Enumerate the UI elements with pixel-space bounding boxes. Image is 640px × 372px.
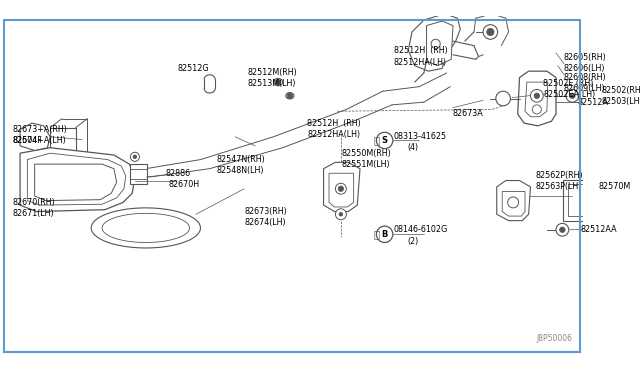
Text: 82606(LH): 82606(LH) [563, 64, 605, 73]
Circle shape [534, 93, 540, 99]
Circle shape [556, 223, 569, 236]
Text: 82550M(RH): 82550M(RH) [342, 149, 392, 158]
Circle shape [531, 89, 543, 102]
Text: S: S [381, 136, 388, 145]
Circle shape [483, 25, 498, 39]
Text: 82605(RH): 82605(RH) [563, 53, 606, 62]
Text: 82562P(RH): 82562P(RH) [536, 171, 584, 180]
Text: 82512AA: 82512AA [580, 225, 617, 234]
Text: 82570M: 82570M [599, 182, 631, 192]
Text: 82512HA(LH): 82512HA(LH) [394, 58, 447, 67]
Circle shape [335, 183, 346, 194]
Text: Ⓢ: Ⓢ [373, 135, 380, 145]
Polygon shape [497, 180, 531, 221]
Text: 82673+A(RH): 82673+A(RH) [13, 125, 68, 134]
Polygon shape [426, 21, 453, 66]
Text: 82512G: 82512G [178, 64, 209, 73]
Text: 82513M(LH): 82513M(LH) [248, 79, 296, 89]
Polygon shape [518, 71, 556, 126]
Text: 82503(LH): 82503(LH) [602, 97, 640, 106]
Text: 82671(LH): 82671(LH) [13, 209, 54, 218]
Text: 82502(RH): 82502(RH) [602, 86, 640, 95]
Polygon shape [329, 173, 354, 207]
Polygon shape [92, 208, 200, 248]
Text: 82504F: 82504F [13, 136, 42, 145]
Polygon shape [102, 214, 189, 243]
Text: 82886: 82886 [166, 169, 191, 178]
Text: 82563P(LH): 82563P(LH) [536, 182, 582, 190]
Text: 82670H: 82670H [168, 180, 200, 189]
Text: 82674+A(LH): 82674+A(LH) [13, 136, 67, 145]
Polygon shape [20, 123, 50, 150]
Polygon shape [502, 192, 525, 216]
Text: 82551M(LH): 82551M(LH) [342, 160, 390, 169]
Circle shape [532, 105, 541, 114]
Polygon shape [20, 148, 135, 212]
Circle shape [486, 28, 494, 36]
Circle shape [496, 91, 511, 106]
Circle shape [376, 132, 393, 149]
Text: 82547N(RH): 82547N(RH) [217, 155, 266, 164]
Text: Ⓑ: Ⓑ [373, 229, 380, 239]
Text: (2): (2) [408, 237, 419, 246]
Text: 82674(LH): 82674(LH) [244, 218, 286, 227]
Circle shape [287, 93, 292, 99]
Circle shape [559, 227, 565, 232]
Circle shape [335, 209, 346, 220]
Text: 82502E (RH): 82502E (RH) [543, 79, 593, 89]
Circle shape [570, 93, 575, 99]
Text: B: B [381, 230, 388, 239]
Text: 82673(RH): 82673(RH) [244, 207, 287, 216]
Bar [568, 184, 591, 216]
Text: 82609(LH): 82609(LH) [563, 84, 605, 93]
Text: 82670(RH): 82670(RH) [13, 198, 56, 207]
Polygon shape [525, 82, 548, 117]
Circle shape [376, 226, 393, 243]
Text: 08313-41625: 08313-41625 [394, 132, 447, 141]
Polygon shape [28, 153, 126, 205]
Circle shape [338, 186, 344, 192]
Text: 82502EA(LH): 82502EA(LH) [543, 90, 595, 99]
Text: 82673A: 82673A [453, 109, 484, 119]
Polygon shape [408, 14, 460, 71]
Bar [50, 128, 76, 164]
Text: J8P50006: J8P50006 [536, 334, 572, 343]
Circle shape [431, 39, 440, 48]
Bar [131, 164, 147, 184]
Circle shape [566, 89, 579, 102]
Text: (4): (4) [408, 143, 419, 152]
Text: 82608(RH): 82608(RH) [563, 73, 606, 82]
Circle shape [275, 79, 281, 85]
Text: 08146-6102G: 08146-6102G [394, 225, 448, 234]
Polygon shape [324, 162, 360, 212]
Text: 82548N(LH): 82548N(LH) [217, 166, 264, 175]
Circle shape [339, 212, 342, 216]
Text: 82512M(RH): 82512M(RH) [248, 68, 298, 77]
Text: 82512H  (RH): 82512H (RH) [307, 119, 361, 128]
Bar [563, 180, 595, 221]
Circle shape [133, 155, 137, 158]
Polygon shape [35, 164, 116, 201]
Circle shape [508, 197, 518, 208]
Text: 82512A: 82512A [578, 97, 609, 107]
Text: 82512HA(LH): 82512HA(LH) [307, 129, 360, 138]
Circle shape [131, 152, 140, 161]
Text: 82512H  (RH): 82512H (RH) [394, 46, 447, 55]
